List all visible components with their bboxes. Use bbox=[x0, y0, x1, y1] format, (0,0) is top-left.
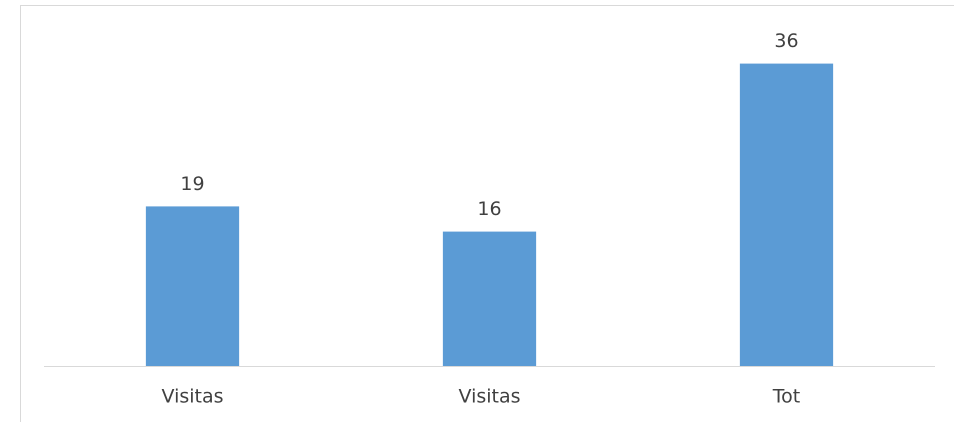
data-label: 16 bbox=[477, 198, 501, 220]
data-label: 36 bbox=[774, 30, 798, 52]
x-tick-label: Visitas bbox=[161, 386, 223, 408]
bar bbox=[442, 231, 537, 366]
bar bbox=[145, 206, 240, 366]
bar bbox=[739, 63, 834, 366]
x-tick-label: Visitas bbox=[458, 386, 520, 408]
x-tick-label: Tot bbox=[772, 386, 800, 408]
data-label: 19 bbox=[180, 173, 204, 195]
